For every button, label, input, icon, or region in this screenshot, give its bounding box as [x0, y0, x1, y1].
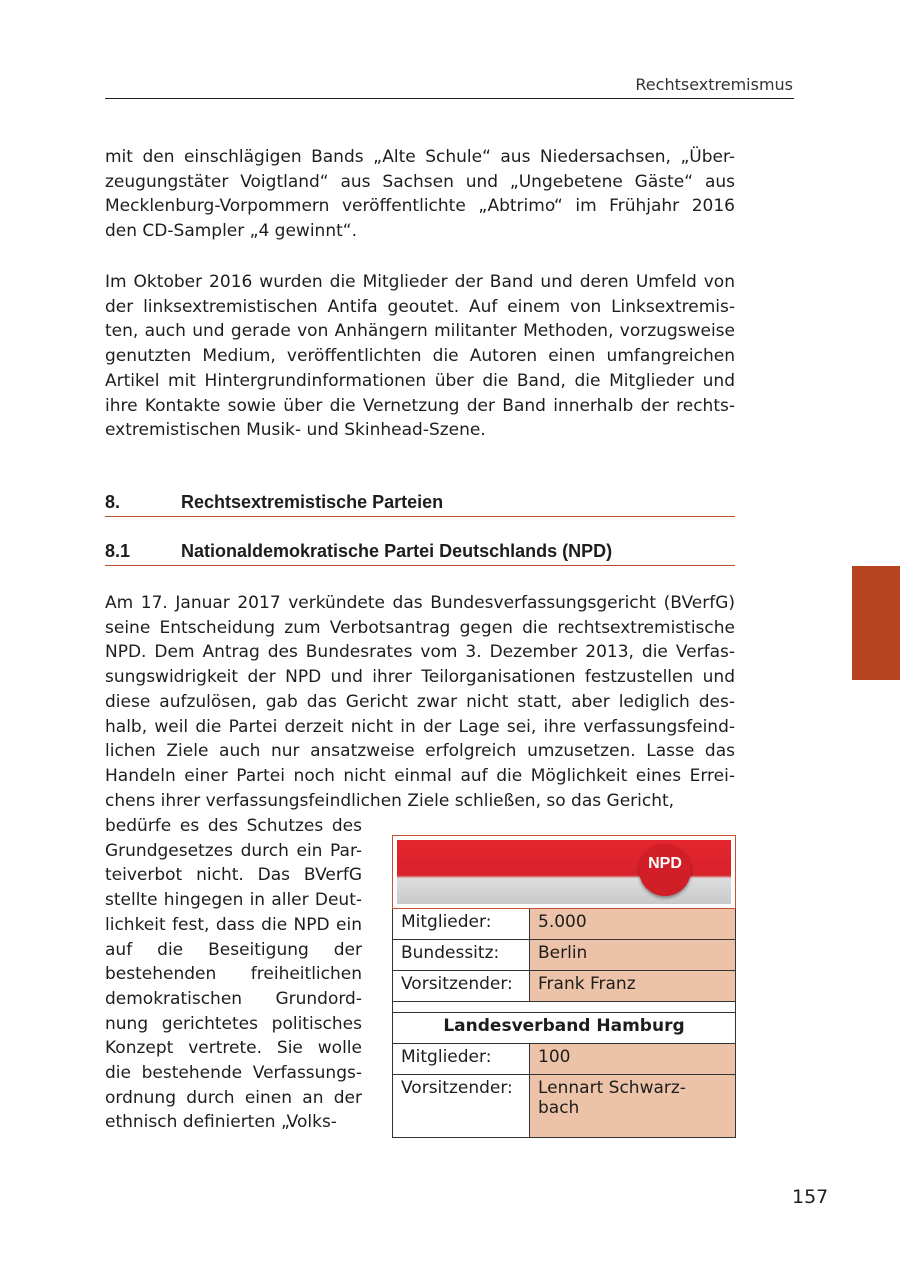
info-row: Bundessitz: Berlin — [392, 939, 736, 971]
npd-banner: NPD — [392, 835, 736, 909]
info-label: Bundessitz: — [392, 939, 530, 971]
text-line: mit den einschlägigen Bands „Alte Schule… — [105, 147, 735, 167]
running-title: Rechtsextremismus — [635, 75, 793, 94]
info-value: Berlin — [529, 939, 736, 971]
text-line: halb, weil die Partei derzeit nicht in d… — [105, 716, 735, 737]
infobox-subheading: Landesverband Hamburg — [392, 1012, 736, 1044]
text-line: Am 17. Januar 2017 verkündete das Bundes… — [105, 593, 735, 613]
info-row: Vorsitzender: Lennart Schwarz-bach — [392, 1074, 736, 1138]
text-line: ordnung durch einen an der — [105, 1087, 362, 1108]
text-line: die bestehende Verfassungs- — [105, 1063, 362, 1083]
text-line: sungswidrigkeit der NPD und ihrer Teilor… — [105, 667, 735, 688]
info-label: Mitglieder: — [392, 908, 530, 940]
text-line: Grundgesetzes durch ein Par- — [105, 840, 362, 861]
heading-title: Rechtsextremistische Parteien — [181, 492, 444, 512]
text-line: ten, auch und gerade von Anhängern milit… — [105, 321, 735, 342]
info-value: 100 — [529, 1043, 736, 1075]
text-line: diese aufzulösen, gab das Gericht zwar n… — [105, 691, 735, 712]
text-line: der linksextremistischen Antifa geoutet.… — [105, 296, 735, 317]
text-line: genutzten Medium, veröffentlichten die A… — [105, 346, 735, 367]
info-value: Lennart Schwarz-bach — [529, 1074, 736, 1138]
text-line: ethnisch definierten „Volks- — [105, 1112, 337, 1133]
header-rule — [105, 98, 794, 99]
text-line: Mecklenburg-Vorpommern veröffentlichte „… — [105, 196, 735, 217]
text-line: auf die Beseitigung der — [105, 939, 362, 960]
text-line: zeugungstäter Voigtland“ aus Sachsen und… — [105, 171, 735, 192]
text-line: Artikel mit Hintergrundinformationen übe… — [105, 370, 735, 391]
text-line: extremistischen Musik- und Skinhead-Szen… — [105, 420, 486, 441]
text-line: ihre Kontakte sowie über die Vernetzung … — [105, 395, 735, 416]
text-line: chens ihrer verfassungsfeindlichen Ziele… — [105, 790, 675, 811]
info-row: Vorsitzender: Frank Franz — [392, 970, 736, 1002]
text-line: lichkeit fest, dass die NPD ein — [105, 914, 362, 935]
npd-infobox: NPD Mitglieder: 5.000 Bundessitz: Berlin V… — [392, 835, 736, 1138]
chapter-tab-marker — [852, 566, 900, 680]
heading-number: 8.1 — [105, 541, 131, 561]
section-heading-8: 8. Rechtsextremistische Parteien — [105, 492, 735, 517]
text-line: nung gerichtetes politisches — [105, 1013, 362, 1034]
heading-number: 8. — [105, 492, 121, 512]
text-line: Konzept vertrete. Sie wolle — [105, 1038, 362, 1059]
info-value: 5.000 — [529, 908, 736, 940]
info-value: Frank Franz — [529, 970, 736, 1002]
text-line: bedürfe es des Schutzes des — [105, 816, 362, 836]
text-line: den CD-Sampler „4 gewinnt“. — [105, 221, 357, 242]
page-number: 157 — [792, 1186, 829, 1208]
npd-logo-icon: NPD — [639, 844, 691, 896]
text-line: Handeln einer Partei noch nicht einmal a… — [105, 765, 735, 786]
text-line: seine Entscheidung zum Verbotsantrag geg… — [105, 617, 735, 638]
info-label: Vorsitzender: — [392, 970, 530, 1002]
section-heading-8-1: 8.1 Nationaldemokratische Partei Deutschl… — [105, 541, 735, 566]
text-line: stellte hingegen in aller Deut- — [105, 890, 362, 911]
text-line: demokratischen Grundord- — [105, 988, 362, 1009]
text-line: Im Oktober 2016 wurden die Mitglieder de… — [105, 272, 735, 292]
text-line: lichen Ziele auch nur ansatzweise erfolg… — [105, 741, 735, 762]
info-row: Mitglieder: 5.000 — [392, 908, 736, 940]
heading-title: Nationaldemokratische Partei Deutschland… — [181, 541, 613, 561]
info-label: Mitglieder: — [392, 1043, 530, 1075]
info-label: Vorsitzender: — [392, 1074, 530, 1138]
text-line: teiverbot nicht. Das BVerfG — [105, 865, 362, 886]
text-line: bestehenden freiheitlichen — [105, 964, 362, 985]
info-row: Mitglieder: 100 — [392, 1043, 736, 1075]
text-line: NPD. Dem Antrag des Bundesrates vom 3. D… — [105, 642, 735, 663]
spacer-row — [392, 1001, 736, 1013]
